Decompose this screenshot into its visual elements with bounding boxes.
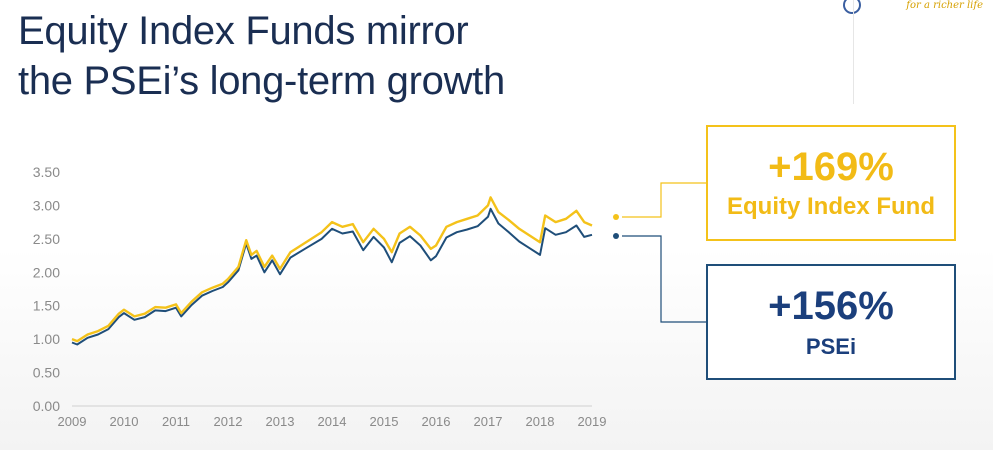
series-layer [71,196,593,346]
y-tick-label: 0.00 [33,398,60,414]
fund-return-value: +169% [768,145,894,189]
x-tick-label: 2017 [474,414,503,429]
y-tick-label: 3.00 [33,197,60,213]
swirl-logo-icon [843,0,861,14]
y-tick-label: 1.50 [33,298,60,314]
header-divider [853,0,854,104]
fund-return-label: Equity Index Fund [727,193,935,220]
x-tick-label: 2018 [526,414,555,429]
x-axis: 2009 2010 2011 2012 2013 2014 2015 2016 2017 2018… [58,405,607,429]
x-tick-label: 2011 [162,414,190,429]
fund-connector-dot [613,214,619,220]
y-tick-label: 0.50 [33,365,60,381]
psei-return-label: PSEi [805,334,857,359]
slide-title-line-1: Equity Index Funds mirror [18,9,469,53]
psei-return-value: +156% [768,284,894,328]
x-tick-label: 2009 [58,414,87,429]
fund-connector-line [622,182,706,218]
x-tick-label: 2019 [578,414,607,429]
psei-connector-line [622,235,706,323]
x-tick-label: 2010 [110,414,139,429]
slide-title-line-2: the PSEi’s long-term growth [18,59,505,103]
x-tick-label: 2013 [266,414,295,429]
series-line-fund [71,196,593,343]
x-tick-label: 2016 [422,414,451,429]
x-tick-label: 2012 [214,414,243,429]
series-line-psei [71,207,593,346]
brand-tagline: for a richer life [906,0,983,11]
y-tick-label: 2.50 [33,231,60,247]
equity-index-fund-callout: +169% Equity Index Fund [706,125,956,241]
x-tick-label: 2014 [318,414,347,429]
psei-connector-dot [613,233,619,239]
y-tick-label: 2.00 [33,264,60,280]
brand-logo: for a richer life [843,0,983,20]
slide-title: Equity Index Funds mirror the PSEi’s lon… [18,6,505,106]
y-tick-label: 3.50 [33,164,60,180]
callout-connectors [613,182,706,323]
psei-callout: +156% PSEi [706,264,956,380]
x-tick-label: 2015 [370,414,399,429]
y-tick-label: 1.00 [33,331,60,347]
y-axis: 3.50 3.00 2.50 2.00 1.50 1.00 0.50 0.00 [33,164,60,414]
